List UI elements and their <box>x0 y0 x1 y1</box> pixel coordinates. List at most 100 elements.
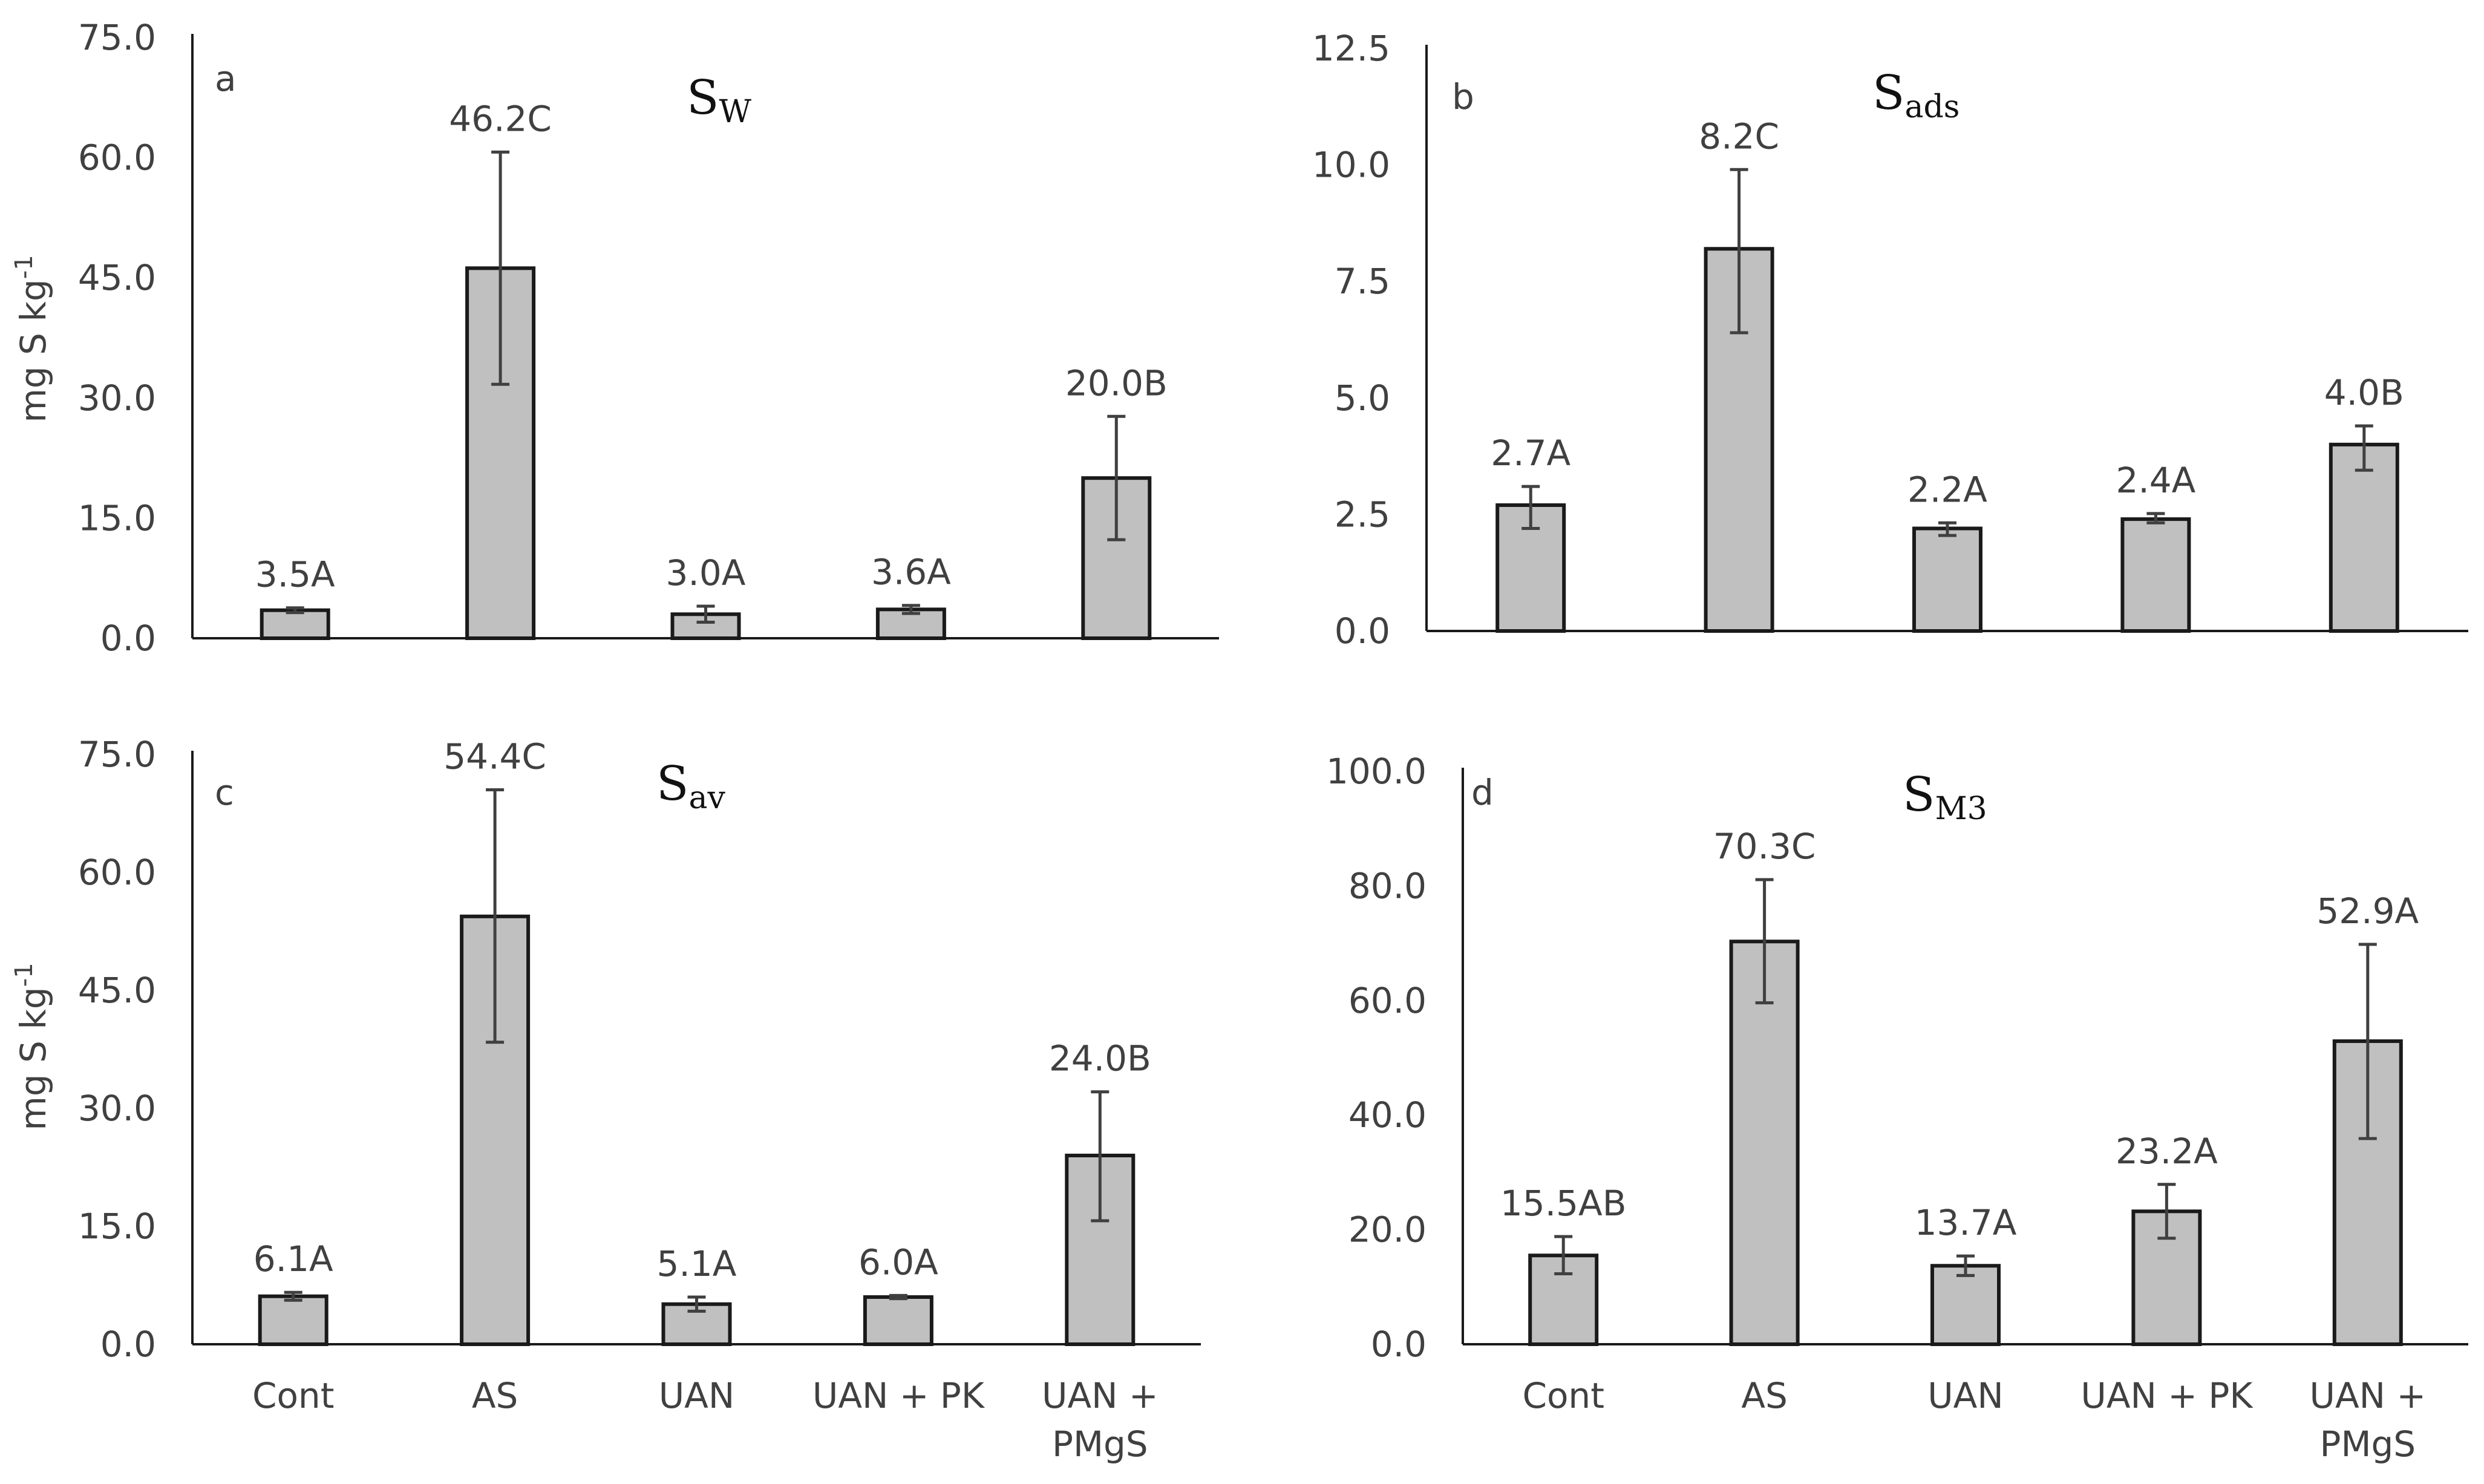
y-tick-label: 60.0 <box>78 137 156 178</box>
panel-title-subscript: ads <box>1904 89 1959 125</box>
error-bar <box>1091 1090 1110 1223</box>
x-tick-label: Cont <box>1522 1375 1604 1416</box>
y-tick-label: 20.0 <box>1348 1209 1427 1250</box>
x-tick-label-line: UAN + PK <box>2080 1375 2254 1416</box>
data-label: 52.9A <box>2316 891 2419 932</box>
panel-a: 0.0 15.0 30.0 45.0 60.0 75.0 3.5A 46.2C 3.0A 3.6A… <box>10 17 1219 659</box>
panel-title-subscript: W <box>719 94 751 130</box>
panel-d: 0.0 20.0 40.0 60.0 80.0 100.0 15.5AB Cont 70.3C A… <box>1326 751 2468 1465</box>
error-bar <box>1521 485 1540 531</box>
panel-title: SW <box>687 71 751 130</box>
y-axis-label-superscript: -1 <box>10 255 38 279</box>
panel-letter: d <box>1471 772 1494 813</box>
panel-title-subscript: M3 <box>1935 791 1987 827</box>
y-axis-label-main: mg S kg <box>13 987 54 1130</box>
y-tick-label: 10.0 <box>1312 145 1390 186</box>
panel-title-main: S <box>656 757 688 811</box>
y-tick-label: 5.0 <box>1335 378 1390 419</box>
y-axis-label-superscript: -1 <box>10 963 38 987</box>
panel-title: Sads <box>1872 66 1959 125</box>
data-label: 23.2A <box>2116 1131 2218 1172</box>
y-tick-label: 80.0 <box>1348 865 1427 906</box>
x-tick-label-line: PMgS <box>2319 1424 2416 1465</box>
data-label: 3.6A <box>871 552 951 593</box>
data-label: 8.2C <box>1699 116 1779 157</box>
bar-uan <box>1930 1264 2001 1346</box>
x-tick-label-line: Cont <box>1522 1375 1604 1416</box>
error-bar <box>901 604 920 615</box>
y-axis-label: mg S kg-1 <box>10 963 54 1130</box>
data-label: 13.7A <box>1915 1202 2017 1243</box>
error-bar <box>1938 521 1956 537</box>
y-tick-label: 30.0 <box>78 1088 156 1129</box>
y-tick-label: 40.0 <box>1348 1094 1427 1136</box>
data-label: 46.2C <box>449 98 552 139</box>
x-tick-label: UAN + PK <box>2080 1375 2254 1416</box>
y-axis-label: mg S kg-1 <box>10 255 54 422</box>
data-label: 3.0A <box>666 552 746 593</box>
error-bar <box>1730 168 1748 335</box>
data-label: 3.5A <box>255 554 335 595</box>
y-tick-label: 0.0 <box>100 618 156 659</box>
error-bar <box>696 604 715 624</box>
panel-letter: b <box>1452 76 1474 117</box>
data-label: 2.2A <box>1907 469 1987 510</box>
data-label: 6.1A <box>253 1238 333 1280</box>
y-tick-label: 15.0 <box>78 1206 156 1247</box>
error-bar <box>687 1295 706 1313</box>
x-tick-label-line: AS <box>472 1375 518 1416</box>
error-bar <box>889 1293 907 1301</box>
panel-b: 0.0 2.5 5.0 7.5 10.0 12.5 2.7A 8.2C 2.2A 2.4A 4.0B… <box>1312 28 2468 652</box>
panel-title-main: S <box>687 71 719 125</box>
y-tick-label: 7.5 <box>1335 261 1390 302</box>
data-label: 2.4A <box>2116 460 2195 501</box>
x-tick-label-line: PMgS <box>1052 1424 1148 1465</box>
panel-title: Sav <box>656 757 725 816</box>
bar-cont <box>1495 503 1566 633</box>
y-tick-label: 100.0 <box>1326 751 1427 792</box>
error-bar <box>1956 1254 1975 1277</box>
y-tick-label: 75.0 <box>78 17 156 58</box>
x-tick-label: UAN + PMgS <box>1042 1375 1159 1465</box>
x-tick-label-line: UAN <box>1927 1375 2004 1416</box>
y-tick-label: 45.0 <box>78 257 156 298</box>
y-tick-label: 60.0 <box>1348 980 1427 1021</box>
error-bar <box>1554 1235 1573 1276</box>
y-tick-label: 2.5 <box>1335 494 1390 535</box>
error-bar <box>2355 424 2373 472</box>
y-tick-label: 0.0 <box>1335 610 1390 652</box>
error-bar <box>491 150 510 386</box>
error-bar <box>1755 878 1774 1005</box>
x-tick-label: Cont <box>252 1375 334 1416</box>
error-bar <box>1107 414 1126 541</box>
panel-title-subscript: av <box>688 780 725 816</box>
panel-title: SM3 <box>1903 768 1987 827</box>
data-label: 2.7A <box>1491 433 1570 474</box>
panel-title-main: S <box>1903 768 1935 822</box>
data-label: 5.1A <box>657 1243 737 1284</box>
data-label: 20.0B <box>1065 362 1168 404</box>
bar-uan-pmgs <box>2329 442 2399 633</box>
y-tick-label: 75.0 <box>78 734 156 775</box>
panel-title-main: S <box>1872 66 1904 120</box>
data-label: 54.4C <box>443 736 546 777</box>
error-bar <box>486 788 505 1044</box>
x-tick-label: UAN <box>1927 1375 2004 1416</box>
x-tick-label-line: UAN + PK <box>812 1375 985 1416</box>
data-label: 70.3C <box>1713 826 1816 867</box>
x-tick-label: UAN <box>659 1375 735 1416</box>
x-tick-label-line: Cont <box>252 1375 334 1416</box>
x-tick-label-line: AS <box>1741 1375 1788 1416</box>
bar-uan-pk <box>863 1295 933 1346</box>
error-bar <box>284 1290 302 1302</box>
x-tick-label: UAN + PK <box>812 1375 985 1416</box>
panel-letter: c <box>215 772 234 813</box>
y-tick-label: 0.0 <box>1371 1324 1427 1365</box>
y-tick-label: 12.5 <box>1312 28 1390 69</box>
x-tick-label-line: UAN + <box>2310 1375 2427 1416</box>
y-axis-label-main: mg S kg <box>13 279 54 422</box>
x-tick-label: AS <box>472 1375 518 1416</box>
bar-cont <box>258 1294 328 1346</box>
